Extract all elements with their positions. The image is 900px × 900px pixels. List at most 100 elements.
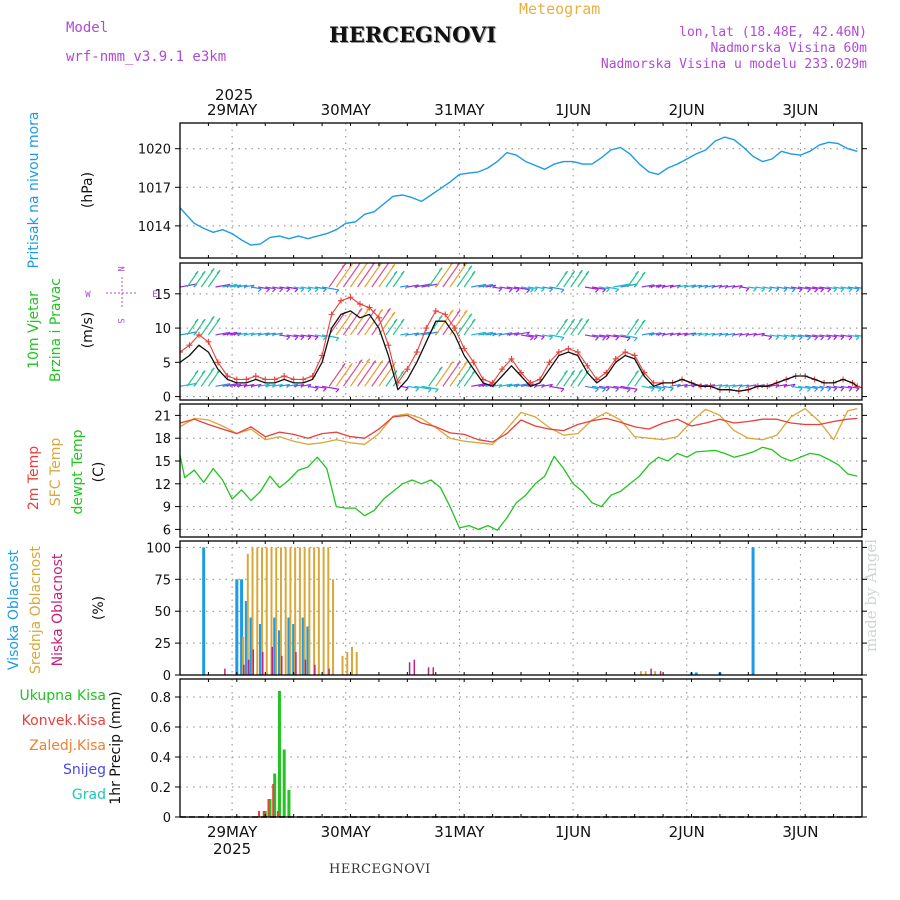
- wind-gust-marker: [195, 331, 202, 338]
- wind-barb-flag: [641, 319, 646, 324]
- compass-n: N: [115, 266, 125, 271]
- wind-barb: [670, 383, 681, 387]
- wind-barb: [591, 334, 606, 338]
- wind-barb: [229, 383, 242, 387]
- wind-barb-flag: [210, 316, 215, 320]
- wind-barb-flag: [372, 263, 375, 265]
- wind-barb-flag: [456, 361, 461, 365]
- wind-barb: [506, 286, 520, 290]
- wind-barb-flag: [840, 336, 845, 341]
- wind-gust-marker: [271, 376, 278, 383]
- wind-gust-marker: [186, 342, 193, 349]
- wind-barb-flag: [768, 288, 773, 293]
- compass-e: E: [152, 290, 157, 300]
- wind-barb-flag: [615, 388, 620, 392]
- wind-barb: [421, 385, 439, 390]
- wind-barb: [549, 286, 565, 291]
- wind-barb-flag: [314, 387, 319, 392]
- wind-barb: [342, 308, 363, 336]
- wind-barb: [400, 332, 409, 336]
- wind-barb-flag: [833, 336, 838, 341]
- wind-barb-flag: [322, 387, 327, 392]
- wind-barb: [250, 286, 262, 290]
- wind-barb-flag: [595, 288, 599, 293]
- wind-barb: [478, 283, 494, 288]
- wind-barb: [741, 332, 749, 336]
- pressure-panel: [179, 122, 863, 259]
- wind-gust-line: [180, 296, 858, 392]
- temp-unit: (C): [91, 462, 107, 483]
- precip-total-bar: [268, 799, 272, 817]
- wind-barb-flag: [738, 384, 743, 389]
- wind-barb-flag: [855, 387, 860, 392]
- wind-barb: [762, 286, 772, 290]
- cloud-mid-bar: [644, 671, 647, 675]
- wind-barb: [307, 385, 319, 389]
- wind-barb: [769, 334, 779, 338]
- wind-barb-flag: [549, 336, 553, 341]
- precip-total-bar: [277, 691, 281, 817]
- wind-barb: [265, 332, 276, 336]
- year-label-top: 2025: [215, 86, 253, 104]
- wind-barb: [485, 332, 496, 336]
- wind-barb: [861, 334, 862, 336]
- dewpoint-label: dewpt Temp: [70, 429, 86, 514]
- wind-barb: [499, 332, 513, 336]
- wind-barb: [719, 332, 729, 336]
- wind-barb: [258, 332, 270, 336]
- wind-barb: [719, 384, 729, 387]
- wind-barb-flag: [827, 288, 832, 293]
- wind-barb-flag: [745, 287, 750, 292]
- wind-barb: [407, 385, 419, 389]
- wind-barb-flag: [791, 336, 796, 341]
- wind-barb: [350, 358, 371, 387]
- wind-barb: [790, 286, 803, 290]
- cloud-mid-bar: [654, 671, 657, 675]
- wind-barb: [342, 359, 363, 387]
- wind-barb-flag: [745, 333, 750, 338]
- wind-gust-marker: [565, 345, 572, 352]
- wind-barb: [705, 284, 715, 288]
- wind-barb-flag: [391, 311, 396, 316]
- wind-barb: [506, 383, 520, 387]
- cloud-low-bar: [247, 659, 250, 675]
- wind-barb-flag: [529, 336, 534, 341]
- wind-barb: [250, 332, 262, 336]
- wind-gust-marker: [612, 355, 619, 362]
- cloud-high-bar: [306, 626, 310, 675]
- wind-barb-flag: [366, 358, 371, 363]
- wind-barb: [542, 383, 553, 387]
- wind-barb-flag: [840, 288, 845, 293]
- wind-barb: [513, 331, 530, 336]
- wind-barb-flag: [560, 337, 565, 341]
- wind-barb: [677, 332, 688, 336]
- wind-barb-flag: [314, 336, 319, 341]
- wind-barb-flag: [798, 387, 803, 392]
- wind-barb-flag: [194, 370, 199, 374]
- wind-barb: [335, 263, 353, 288]
- wind-barb-flag: [571, 370, 576, 374]
- precip-total-bar: [273, 773, 277, 817]
- wind-barb-flag: [404, 387, 409, 392]
- wind-gust-marker: [451, 325, 458, 332]
- wind-barb: [734, 384, 743, 387]
- wind-barb-flag: [560, 289, 565, 293]
- wind-barb-flag: [585, 318, 590, 323]
- wind-barb: [243, 383, 255, 387]
- wind-gust-marker: [385, 342, 392, 349]
- wind-barb: [599, 385, 610, 389]
- wind-barb: [641, 284, 655, 288]
- precip-tick-label: 0.6: [150, 721, 171, 736]
- temp-tick-label: 9: [163, 501, 171, 516]
- cloud-low-bar: [314, 664, 316, 675]
- wind-barb: [407, 332, 419, 336]
- wind-barb-flag: [456, 309, 461, 314]
- wind-barb-flag: [752, 287, 757, 292]
- wind-barb: [797, 334, 811, 338]
- page-title: HERCEGNOVI: [329, 22, 497, 47]
- wind-gust-marker: [366, 304, 373, 311]
- cloud-low-bar: [408, 662, 411, 675]
- wind-barb-flag: [335, 388, 340, 393]
- wind-barb-flag: [393, 270, 398, 275]
- wind-barb: [286, 383, 298, 387]
